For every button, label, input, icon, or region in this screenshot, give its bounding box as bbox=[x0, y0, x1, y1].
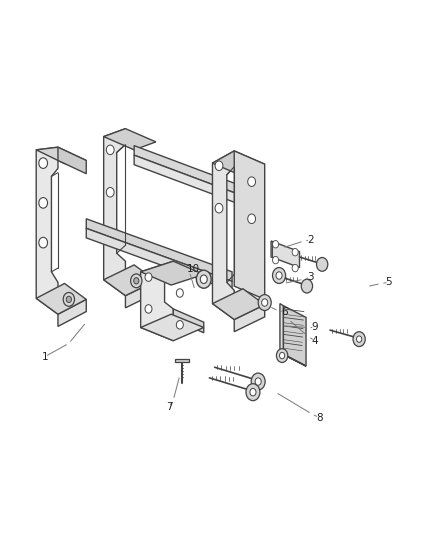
Circle shape bbox=[200, 275, 207, 284]
Circle shape bbox=[39, 158, 47, 168]
Circle shape bbox=[145, 305, 152, 313]
Circle shape bbox=[106, 145, 114, 155]
Circle shape bbox=[301, 279, 313, 293]
Circle shape bbox=[317, 257, 328, 271]
Circle shape bbox=[215, 161, 223, 171]
Polygon shape bbox=[234, 151, 265, 300]
Polygon shape bbox=[141, 261, 204, 285]
Polygon shape bbox=[141, 261, 173, 341]
Circle shape bbox=[248, 177, 255, 187]
Circle shape bbox=[145, 273, 152, 281]
Text: 9: 9 bbox=[311, 322, 318, 333]
Text: 3: 3 bbox=[307, 272, 314, 282]
Circle shape bbox=[39, 237, 47, 248]
Text: 10: 10 bbox=[186, 264, 199, 274]
Text: 7: 7 bbox=[166, 402, 172, 412]
Circle shape bbox=[255, 378, 261, 385]
Circle shape bbox=[131, 274, 142, 288]
Circle shape bbox=[106, 188, 114, 197]
Circle shape bbox=[292, 264, 298, 272]
Circle shape bbox=[215, 204, 223, 213]
Polygon shape bbox=[36, 147, 58, 314]
Polygon shape bbox=[271, 241, 300, 268]
Polygon shape bbox=[176, 359, 188, 362]
Polygon shape bbox=[125, 281, 156, 308]
Circle shape bbox=[39, 198, 47, 208]
Circle shape bbox=[66, 296, 71, 303]
Circle shape bbox=[177, 289, 184, 297]
Circle shape bbox=[258, 295, 271, 311]
Polygon shape bbox=[212, 151, 234, 319]
Text: 4: 4 bbox=[311, 336, 318, 346]
Polygon shape bbox=[36, 284, 86, 314]
Circle shape bbox=[248, 214, 255, 223]
Polygon shape bbox=[36, 147, 86, 164]
Polygon shape bbox=[271, 241, 272, 258]
Circle shape bbox=[276, 349, 288, 362]
Polygon shape bbox=[104, 265, 156, 296]
Polygon shape bbox=[212, 151, 265, 176]
Text: 8: 8 bbox=[316, 413, 322, 423]
Circle shape bbox=[63, 293, 74, 306]
Polygon shape bbox=[134, 146, 247, 198]
Text: 6: 6 bbox=[281, 306, 288, 317]
Circle shape bbox=[279, 352, 285, 359]
Circle shape bbox=[177, 320, 184, 329]
Text: 1: 1 bbox=[42, 352, 48, 361]
Circle shape bbox=[251, 373, 265, 390]
Circle shape bbox=[353, 332, 365, 346]
Circle shape bbox=[261, 299, 268, 306]
Circle shape bbox=[357, 336, 362, 342]
Polygon shape bbox=[86, 219, 232, 281]
Text: 2: 2 bbox=[307, 235, 314, 245]
Polygon shape bbox=[280, 304, 283, 354]
Polygon shape bbox=[104, 128, 156, 150]
Circle shape bbox=[196, 270, 211, 288]
Polygon shape bbox=[280, 352, 306, 366]
Polygon shape bbox=[58, 300, 86, 326]
Text: 5: 5 bbox=[385, 277, 392, 287]
Polygon shape bbox=[58, 147, 86, 174]
Circle shape bbox=[272, 256, 279, 264]
Polygon shape bbox=[173, 309, 204, 333]
Polygon shape bbox=[134, 155, 247, 207]
Polygon shape bbox=[283, 306, 306, 366]
Polygon shape bbox=[234, 305, 265, 332]
Polygon shape bbox=[86, 228, 232, 291]
Circle shape bbox=[276, 272, 282, 279]
Polygon shape bbox=[104, 128, 125, 296]
Circle shape bbox=[272, 240, 279, 248]
Circle shape bbox=[292, 248, 298, 256]
Circle shape bbox=[134, 278, 139, 284]
Polygon shape bbox=[212, 289, 265, 319]
Circle shape bbox=[246, 384, 260, 401]
Circle shape bbox=[272, 268, 286, 284]
Polygon shape bbox=[141, 314, 204, 341]
Circle shape bbox=[250, 389, 256, 396]
